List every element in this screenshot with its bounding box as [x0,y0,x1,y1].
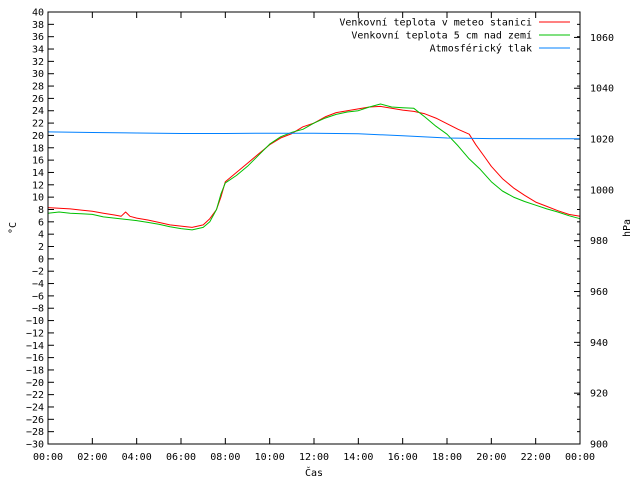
x-tick-label: 00:00 [565,452,595,463]
y-tick-label-left: −12 [26,328,44,339]
x-tick-label: 02:00 [77,452,107,463]
x-tick-label: 12:00 [299,452,329,463]
x-tick-label: 04:00 [122,452,152,463]
y-tick-label-left: 24 [32,106,44,117]
y-tick-label-left: 40 [32,8,44,19]
y-tick-label-left: 2 [38,242,44,253]
y-tick-label-left: −30 [26,440,44,451]
y-tick-label-left: −14 [26,341,44,352]
y-tick-label-left: 38 [32,20,44,31]
y-tick-label-left: −26 [26,415,44,426]
y-tick-label-left: −18 [26,365,44,376]
y-tick-label-left: −28 [26,427,44,438]
y-tick-label-left: 34 [32,45,44,56]
x-tick-label: 06:00 [166,452,196,463]
y-tick-label-left: 18 [32,143,44,154]
x-tick-label: 00:00 [33,452,63,463]
y-tick-label-left: 26 [32,94,44,105]
y-tick-label-right: 940 [590,338,608,349]
y-tick-label-right: 920 [590,389,608,400]
x-axis-label: Čas [305,466,323,479]
y-axis-label-left: °C [8,222,19,234]
y-tick-label-left: 10 [32,193,44,204]
x-tick-label: 22:00 [521,452,551,463]
y-tick-label-right: 1060 [590,33,614,44]
y-tick-label-left: −2 [32,267,44,278]
x-tick-label: 20:00 [476,452,506,463]
y-tick-label-right: 960 [590,287,608,298]
x-tick-label: 16:00 [388,452,418,463]
y-tick-label-left: 32 [32,57,44,68]
series-line-2 [47,131,580,140]
y-tick-label-left: 4 [38,230,44,241]
y-tick-label-left: 36 [32,32,44,43]
legend-label-2: Atmosférický tlak [430,43,532,55]
series-layer [47,103,581,231]
y-tick-label-left: 14 [32,168,44,179]
ticks-layer: 4038363432302826242220181614121086420−2−… [26,8,614,464]
y-tick-label-left: 20 [32,131,44,142]
y-tick-label-left: 6 [38,217,44,228]
x-tick-label: 08:00 [210,452,240,463]
y-tick-label-left: 30 [32,69,44,80]
y-tick-label-right: 1020 [590,135,614,146]
y-tick-label-left: 28 [32,82,44,93]
series-line-1 [47,103,581,231]
y-tick-label-left: 0 [38,254,44,265]
legend-label-0: Venkovní teplota v meteo stanici [339,17,532,29]
y-tick-label-right: 980 [590,236,608,247]
x-tick-label: 14:00 [343,452,373,463]
series-line-0 [47,105,581,228]
x-tick-label: 18:00 [432,452,462,463]
y-tick-label-right: 1000 [590,185,614,196]
y-tick-label-left: −4 [32,279,44,290]
y-tick-label-left: 8 [38,205,44,216]
y-tick-label-left: −16 [26,353,44,364]
y-tick-label-left: −6 [32,291,44,302]
plot-frame [47,11,581,445]
y-tick-label-left: 22 [32,119,44,130]
y-tick-label-left: −20 [26,378,44,389]
x-tick-label: 10:00 [255,452,285,463]
y-tick-label-right: 900 [590,440,608,451]
y-tick-label-right: 1040 [590,84,614,95]
y-tick-label-left: −24 [26,402,44,413]
y-tick-label-left: 12 [32,180,44,191]
legend-label-1: Venkovní teplota 5 cm nad zemí [351,30,532,42]
y-tick-label-left: −10 [26,316,44,327]
legend: Venkovní teplota v meteo staniciVenkovní… [339,17,570,55]
y-tick-label-left: −22 [26,390,44,401]
y-axis-label-right: hPa [622,219,633,237]
y-tick-label-left: −8 [32,304,44,315]
y-tick-label-left: 16 [32,156,44,167]
